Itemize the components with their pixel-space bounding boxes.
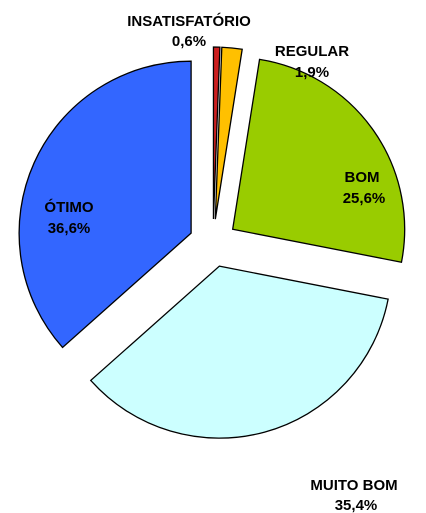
label-bom-name: BOM [345, 169, 380, 186]
slice-insatisfatorio [212, 46, 221, 220]
label-bom-value: 25,6% [343, 190, 386, 207]
label-regular-value: 1,9% [295, 64, 329, 81]
label-otimo-name: ÓTIMO [44, 198, 93, 216]
label-insatisfatorio-name: INSATISFATÓRIO [127, 12, 251, 30]
slice-regular [214, 46, 243, 220]
slice-bom [231, 58, 406, 264]
slice-muito-bom [89, 265, 389, 439]
label-muito-bom-value: 35,4% [335, 497, 378, 513]
label-insatisfatorio-value: 0,6% [172, 33, 206, 50]
slice-otimo [18, 60, 192, 349]
label-otimo-value: 36,6% [48, 220, 91, 237]
pie-slices [18, 46, 406, 439]
label-muito-bom-name: MUITO BOM [310, 477, 397, 494]
label-regular-name: REGULAR [275, 43, 349, 60]
